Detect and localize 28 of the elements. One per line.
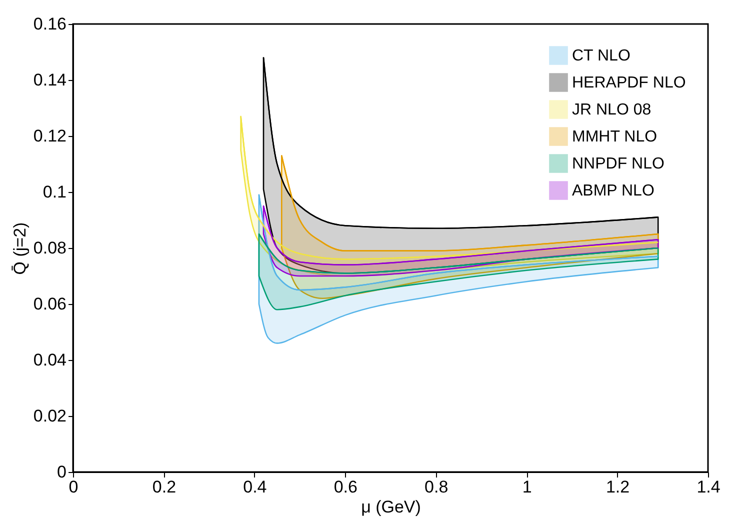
x-tick-label: 0 (68, 478, 78, 496)
y-tick-label: 0.08 (33, 238, 66, 258)
x-tick-label: 0.8 (424, 478, 448, 496)
line-series (258, 233, 659, 274)
y-tick-label: 0.02 (33, 406, 66, 426)
x-tick-label: 1.4 (696, 478, 720, 496)
y-axis-title: Q̄ (j=2) (10, 222, 30, 275)
x-tick-label: 0.6 (334, 478, 358, 496)
line-series (262, 205, 659, 266)
y-tick-label: 0.04 (33, 350, 66, 370)
legend-label: JR NLO 08 (572, 102, 652, 118)
x-tick-label: 0.2 (152, 478, 176, 496)
y-tick-label: 0 (57, 462, 66, 482)
x-tick-label: 1 (522, 478, 532, 496)
legend-label: ABMP NLO (572, 182, 654, 200)
legend-label: CT NLO (572, 48, 630, 64)
x-tick-label: 1.2 (606, 478, 630, 496)
y-tick-label: 0.1 (42, 182, 66, 202)
y-tick-label: 0.14 (33, 70, 66, 90)
legend-label: MMHT NLO (572, 128, 658, 146)
y-tick-label: 0.06 (33, 294, 66, 314)
x-tick-label: 0.4 (243, 478, 267, 496)
legend-label: NNPDF NLO (572, 156, 664, 172)
x-axis-title: μ (GeV) (361, 498, 421, 516)
legend-label: HERAPDF NLO (572, 74, 686, 92)
line-series (258, 194, 659, 291)
y-tick-label: 0.12 (33, 126, 66, 146)
y-tick-label: 0.16 (33, 14, 66, 34)
